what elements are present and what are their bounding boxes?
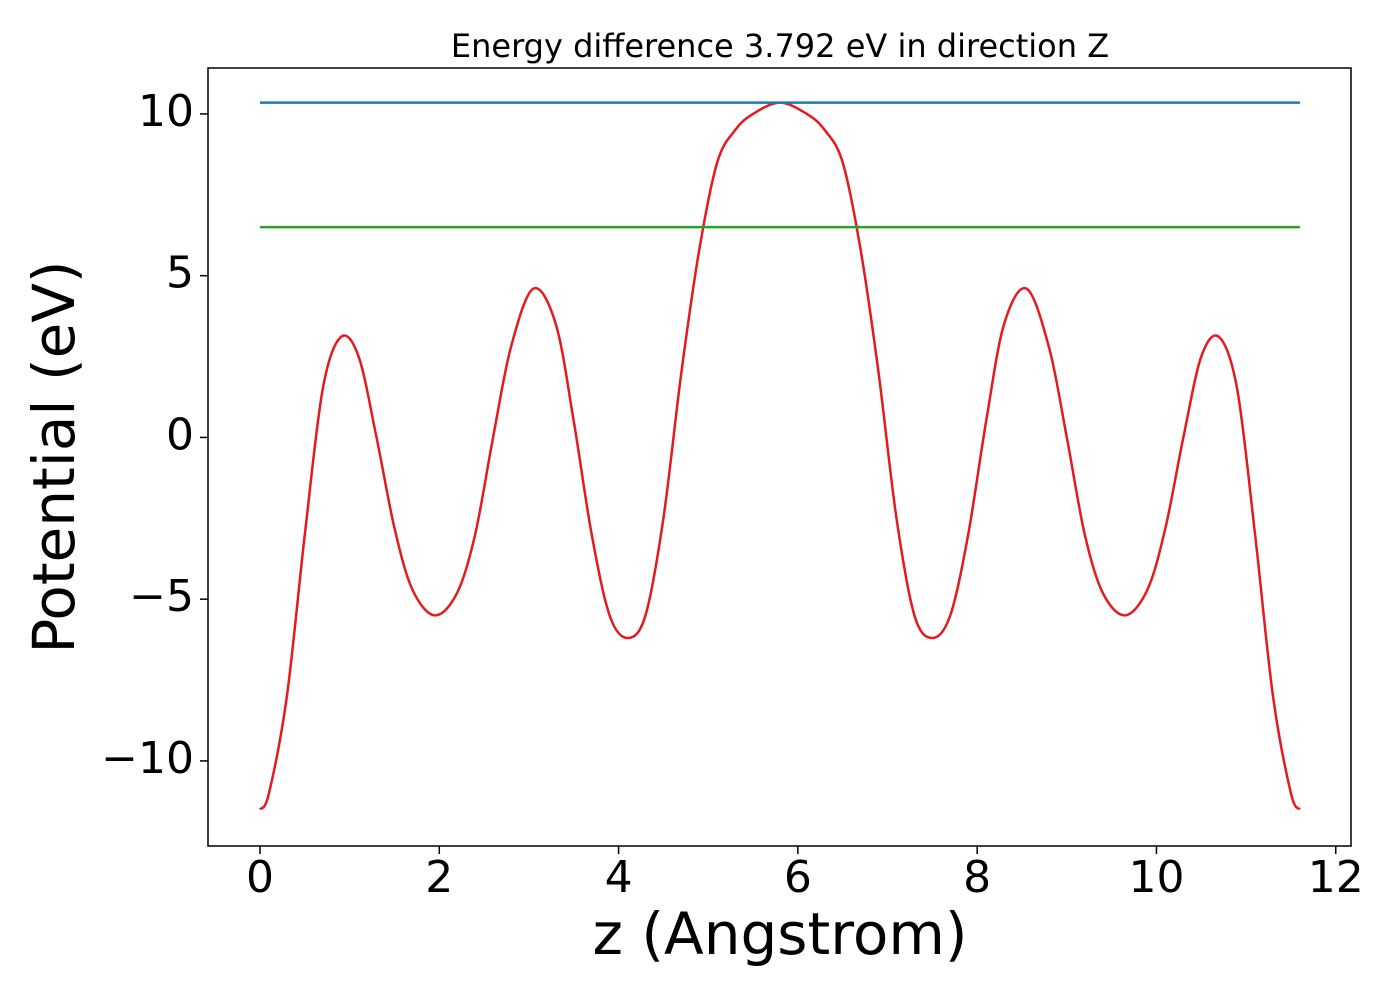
plot-frame — [207, 67, 1352, 847]
x-tick-label: 6 — [784, 852, 812, 903]
x-tick-label: 8 — [963, 852, 991, 903]
x-tick-label: 0 — [246, 852, 274, 903]
chart-title: Energy difference 3.792 eV in direction … — [451, 27, 1109, 65]
y-tick-label: 10 — [138, 86, 194, 137]
y-tick-label: −10 — [101, 733, 194, 784]
x-tick-label: 2 — [425, 852, 453, 903]
x-tick-label: 10 — [1128, 852, 1184, 903]
x-tick-label: 12 — [1308, 852, 1364, 903]
x-axis-label: z (Angstrom) — [593, 900, 968, 968]
y-tick-label: 0 — [166, 409, 194, 460]
x-tick-label: 4 — [605, 852, 633, 903]
series-line — [258, 101, 1301, 811]
y-axis-label: Potential (eV) — [20, 260, 88, 653]
y-tick-label: −5 — [129, 571, 194, 622]
y-tick-label: 5 — [166, 248, 194, 299]
